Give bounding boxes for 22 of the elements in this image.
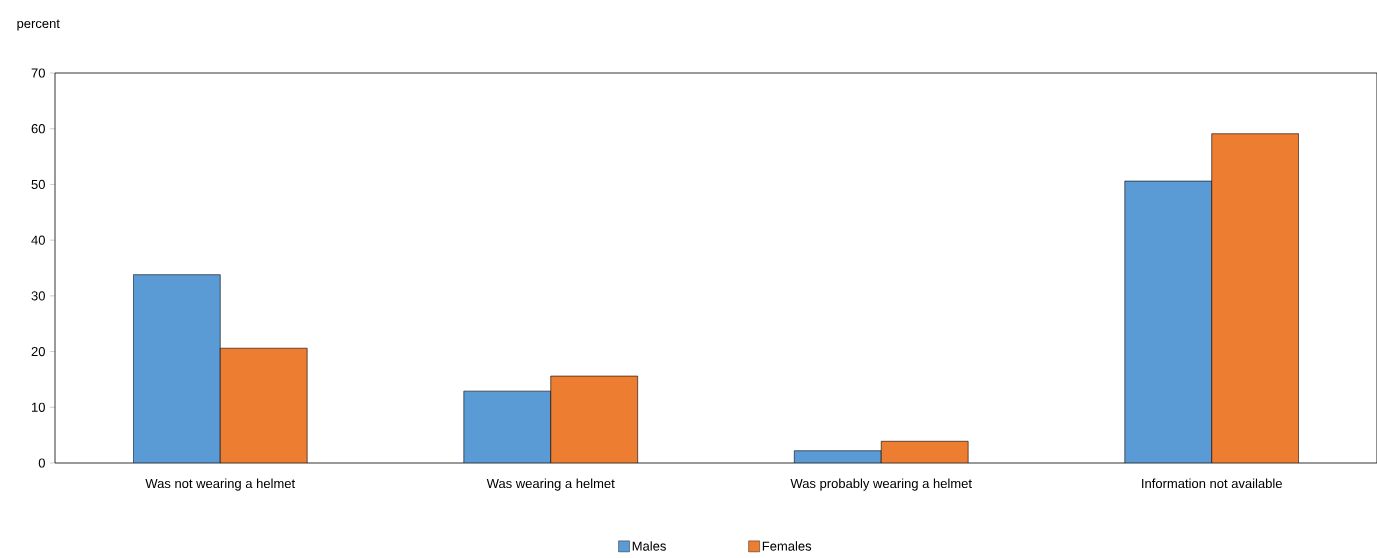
bar	[1124, 180, 1213, 463]
bar	[133, 274, 221, 463]
y-tick-label: 70	[31, 68, 45, 78]
x-tick-label: Was wearing a helmet	[486, 478, 615, 491]
y-tick-label: 0	[38, 458, 45, 468]
y-tick-label: 10	[31, 402, 45, 412]
bar	[463, 390, 552, 463]
x-tick-label: Was probably wearing a helmet	[790, 478, 972, 491]
x-tick-label: Information not available	[1142, 478, 1282, 489]
y-tick-label: 40	[31, 235, 45, 245]
bar	[550, 375, 638, 463]
x-tick-label: Was not wearing a helmet	[145, 478, 296, 491]
legend-label: Males	[632, 541, 666, 551]
bar	[1211, 133, 1299, 463]
bar	[880, 440, 969, 463]
y-tick-label: 50	[31, 179, 45, 190]
legend-label: Females	[762, 541, 812, 551]
y-tick-label: 30	[31, 291, 45, 301]
y-tick-label: 20	[31, 346, 45, 357]
bar	[219, 347, 308, 463]
y-tick-label: 60	[31, 124, 45, 134]
y-axis-title: percent	[17, 19, 60, 31]
